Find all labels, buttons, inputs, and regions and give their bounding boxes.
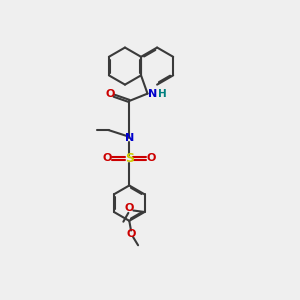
Text: S: S xyxy=(125,152,134,165)
Text: N: N xyxy=(124,134,134,143)
Text: O: O xyxy=(124,203,134,213)
Text: O: O xyxy=(103,153,112,164)
Text: O: O xyxy=(126,229,136,239)
Text: O: O xyxy=(147,153,156,164)
Text: H: H xyxy=(158,88,167,99)
Text: O: O xyxy=(105,89,115,100)
Text: N: N xyxy=(148,88,158,99)
